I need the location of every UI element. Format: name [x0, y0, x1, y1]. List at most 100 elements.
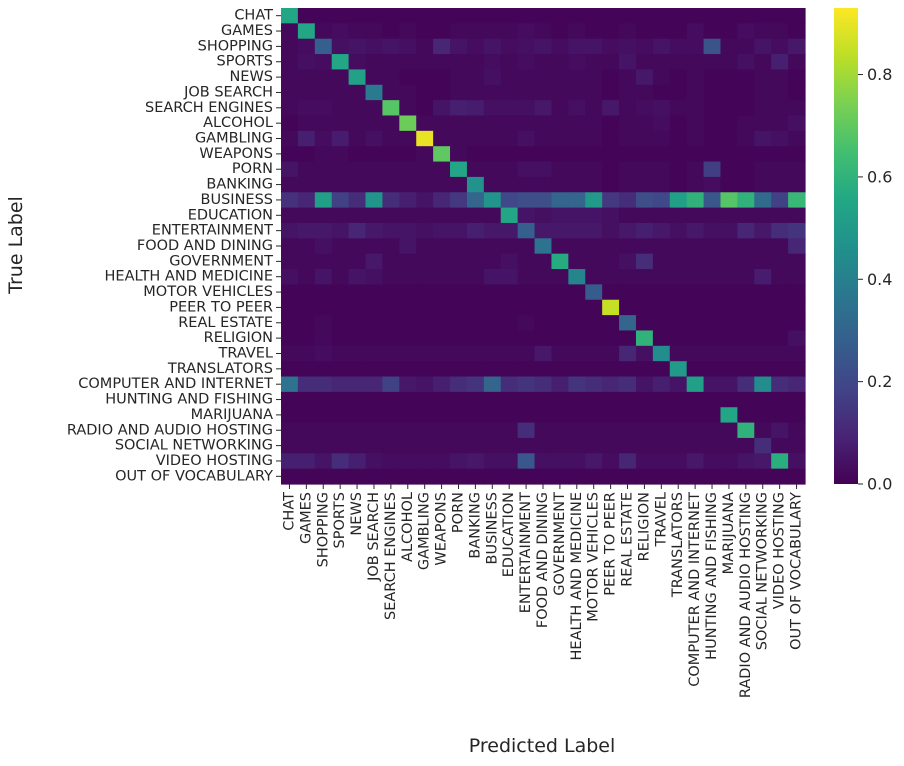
heatmap-cell — [771, 54, 789, 71]
heatmap-cell — [399, 192, 417, 209]
heatmap-cell — [416, 192, 434, 209]
heatmap-cell — [686, 269, 705, 285]
x-tick-label: MOTOR VEHICLES — [586, 492, 602, 622]
heatmap-cell — [331, 222, 350, 239]
heatmap-cell — [365, 315, 384, 332]
heatmap-cell — [517, 345, 536, 362]
heatmap-cell — [517, 100, 536, 117]
heatmap-cell — [551, 38, 569, 55]
heatmap-cell — [517, 269, 536, 285]
heatmap-cell — [788, 453, 806, 470]
heatmap-cell — [348, 23, 367, 40]
heatmap-cell — [281, 407, 299, 424]
heatmap-cell — [771, 468, 789, 485]
heatmap-cell — [331, 69, 350, 86]
heatmap-cell — [483, 54, 502, 71]
heatmap-cell — [399, 115, 417, 132]
x-tick-label: BUSINESS — [484, 492, 500, 564]
heatmap-cell — [314, 54, 333, 71]
heatmap-cell — [754, 345, 772, 362]
heatmap-cell — [771, 23, 789, 40]
heatmap-cell — [365, 330, 384, 347]
heatmap-cell — [788, 376, 806, 393]
heatmap-cell — [365, 192, 384, 209]
heatmap-cell — [635, 192, 654, 209]
heatmap-cell — [399, 330, 417, 347]
heatmap-cell — [585, 269, 603, 285]
heatmap-cell — [416, 407, 434, 424]
heatmap-cell — [568, 253, 586, 270]
heatmap-cell — [788, 130, 806, 147]
heatmap-cell — [754, 422, 772, 439]
heatmap-cell — [619, 345, 637, 362]
heatmap-cell — [433, 253, 451, 270]
heatmap-cell — [348, 345, 367, 362]
y-tick-label: HEALTH AND MEDICINE — [105, 269, 274, 285]
heatmap-cell — [788, 330, 806, 347]
heatmap-cell — [399, 130, 417, 147]
heatmap-cell — [686, 468, 705, 485]
heatmap-cell — [466, 345, 485, 362]
x-tick-label: GAMBLING — [417, 492, 433, 570]
y-tick-label: ENTERTAINMENT — [152, 223, 273, 239]
heatmap-cell — [297, 207, 316, 224]
heatmap-cell — [483, 345, 502, 362]
heatmap-cell — [669, 422, 688, 439]
heatmap-cell — [297, 23, 316, 40]
heatmap-cell — [703, 146, 722, 163]
heatmap-cell — [720, 54, 738, 71]
heatmap-cell — [399, 468, 417, 485]
heatmap-cell — [602, 115, 620, 132]
heatmap-cell — [281, 207, 299, 224]
heatmap-cell — [551, 130, 569, 147]
heatmap-cell — [771, 315, 789, 332]
heatmap-cell — [433, 269, 451, 285]
heatmap-cell — [500, 330, 519, 347]
heatmap-cells — [281, 8, 806, 485]
heatmap-cell — [771, 69, 789, 86]
heatmap-cell — [703, 130, 722, 147]
heatmap-cell — [365, 269, 384, 285]
heatmap-cell — [635, 176, 654, 193]
colorbar-tick-label: 0.2 — [867, 372, 892, 391]
heatmap-cell — [737, 391, 755, 408]
heatmap-cell — [500, 422, 519, 439]
heatmap-cell — [602, 54, 620, 71]
heatmap-cell — [314, 222, 333, 239]
heatmap-cell — [703, 54, 722, 71]
heatmap-cell — [737, 69, 755, 86]
heatmap-cell — [754, 330, 772, 347]
heatmap-cell — [466, 54, 485, 71]
heatmap-cell — [450, 407, 468, 424]
heatmap-cell — [669, 315, 688, 332]
heatmap-cell — [500, 207, 519, 224]
heatmap-cell — [314, 130, 333, 147]
y-tick-label: VIDEO HOSTING — [156, 453, 273, 469]
heatmap-cell — [619, 38, 637, 55]
heatmap-cell — [771, 284, 789, 301]
heatmap-cell — [399, 207, 417, 224]
heatmap-cell — [534, 238, 553, 255]
heatmap-cell — [551, 422, 569, 439]
heatmap-cell — [551, 176, 569, 193]
heatmap-cell — [331, 315, 350, 332]
heatmap-cell — [703, 468, 722, 485]
heatmap-cell — [348, 361, 367, 378]
x-tick-label: PEER TO PEER — [603, 492, 619, 596]
x-tick-label: RELIGION — [636, 492, 652, 561]
heatmap-cell — [754, 284, 772, 301]
y-tick-label: HUNTING AND FISHING — [105, 392, 273, 408]
heatmap-cell — [720, 453, 738, 470]
heatmap-cell — [652, 84, 671, 101]
heatmap-cell — [686, 8, 705, 24]
x-tick-label: GOVERNMENT — [552, 492, 568, 596]
heatmap-cell — [635, 391, 654, 408]
heatmap-cell — [331, 361, 350, 378]
heatmap-cell — [517, 115, 536, 132]
heatmap-cell — [483, 284, 502, 301]
heatmap-cell — [433, 453, 451, 470]
heatmap-cell — [348, 100, 367, 117]
heatmap-cell — [416, 345, 434, 362]
heatmap-cell — [652, 146, 671, 163]
heatmap-cell — [551, 146, 569, 163]
